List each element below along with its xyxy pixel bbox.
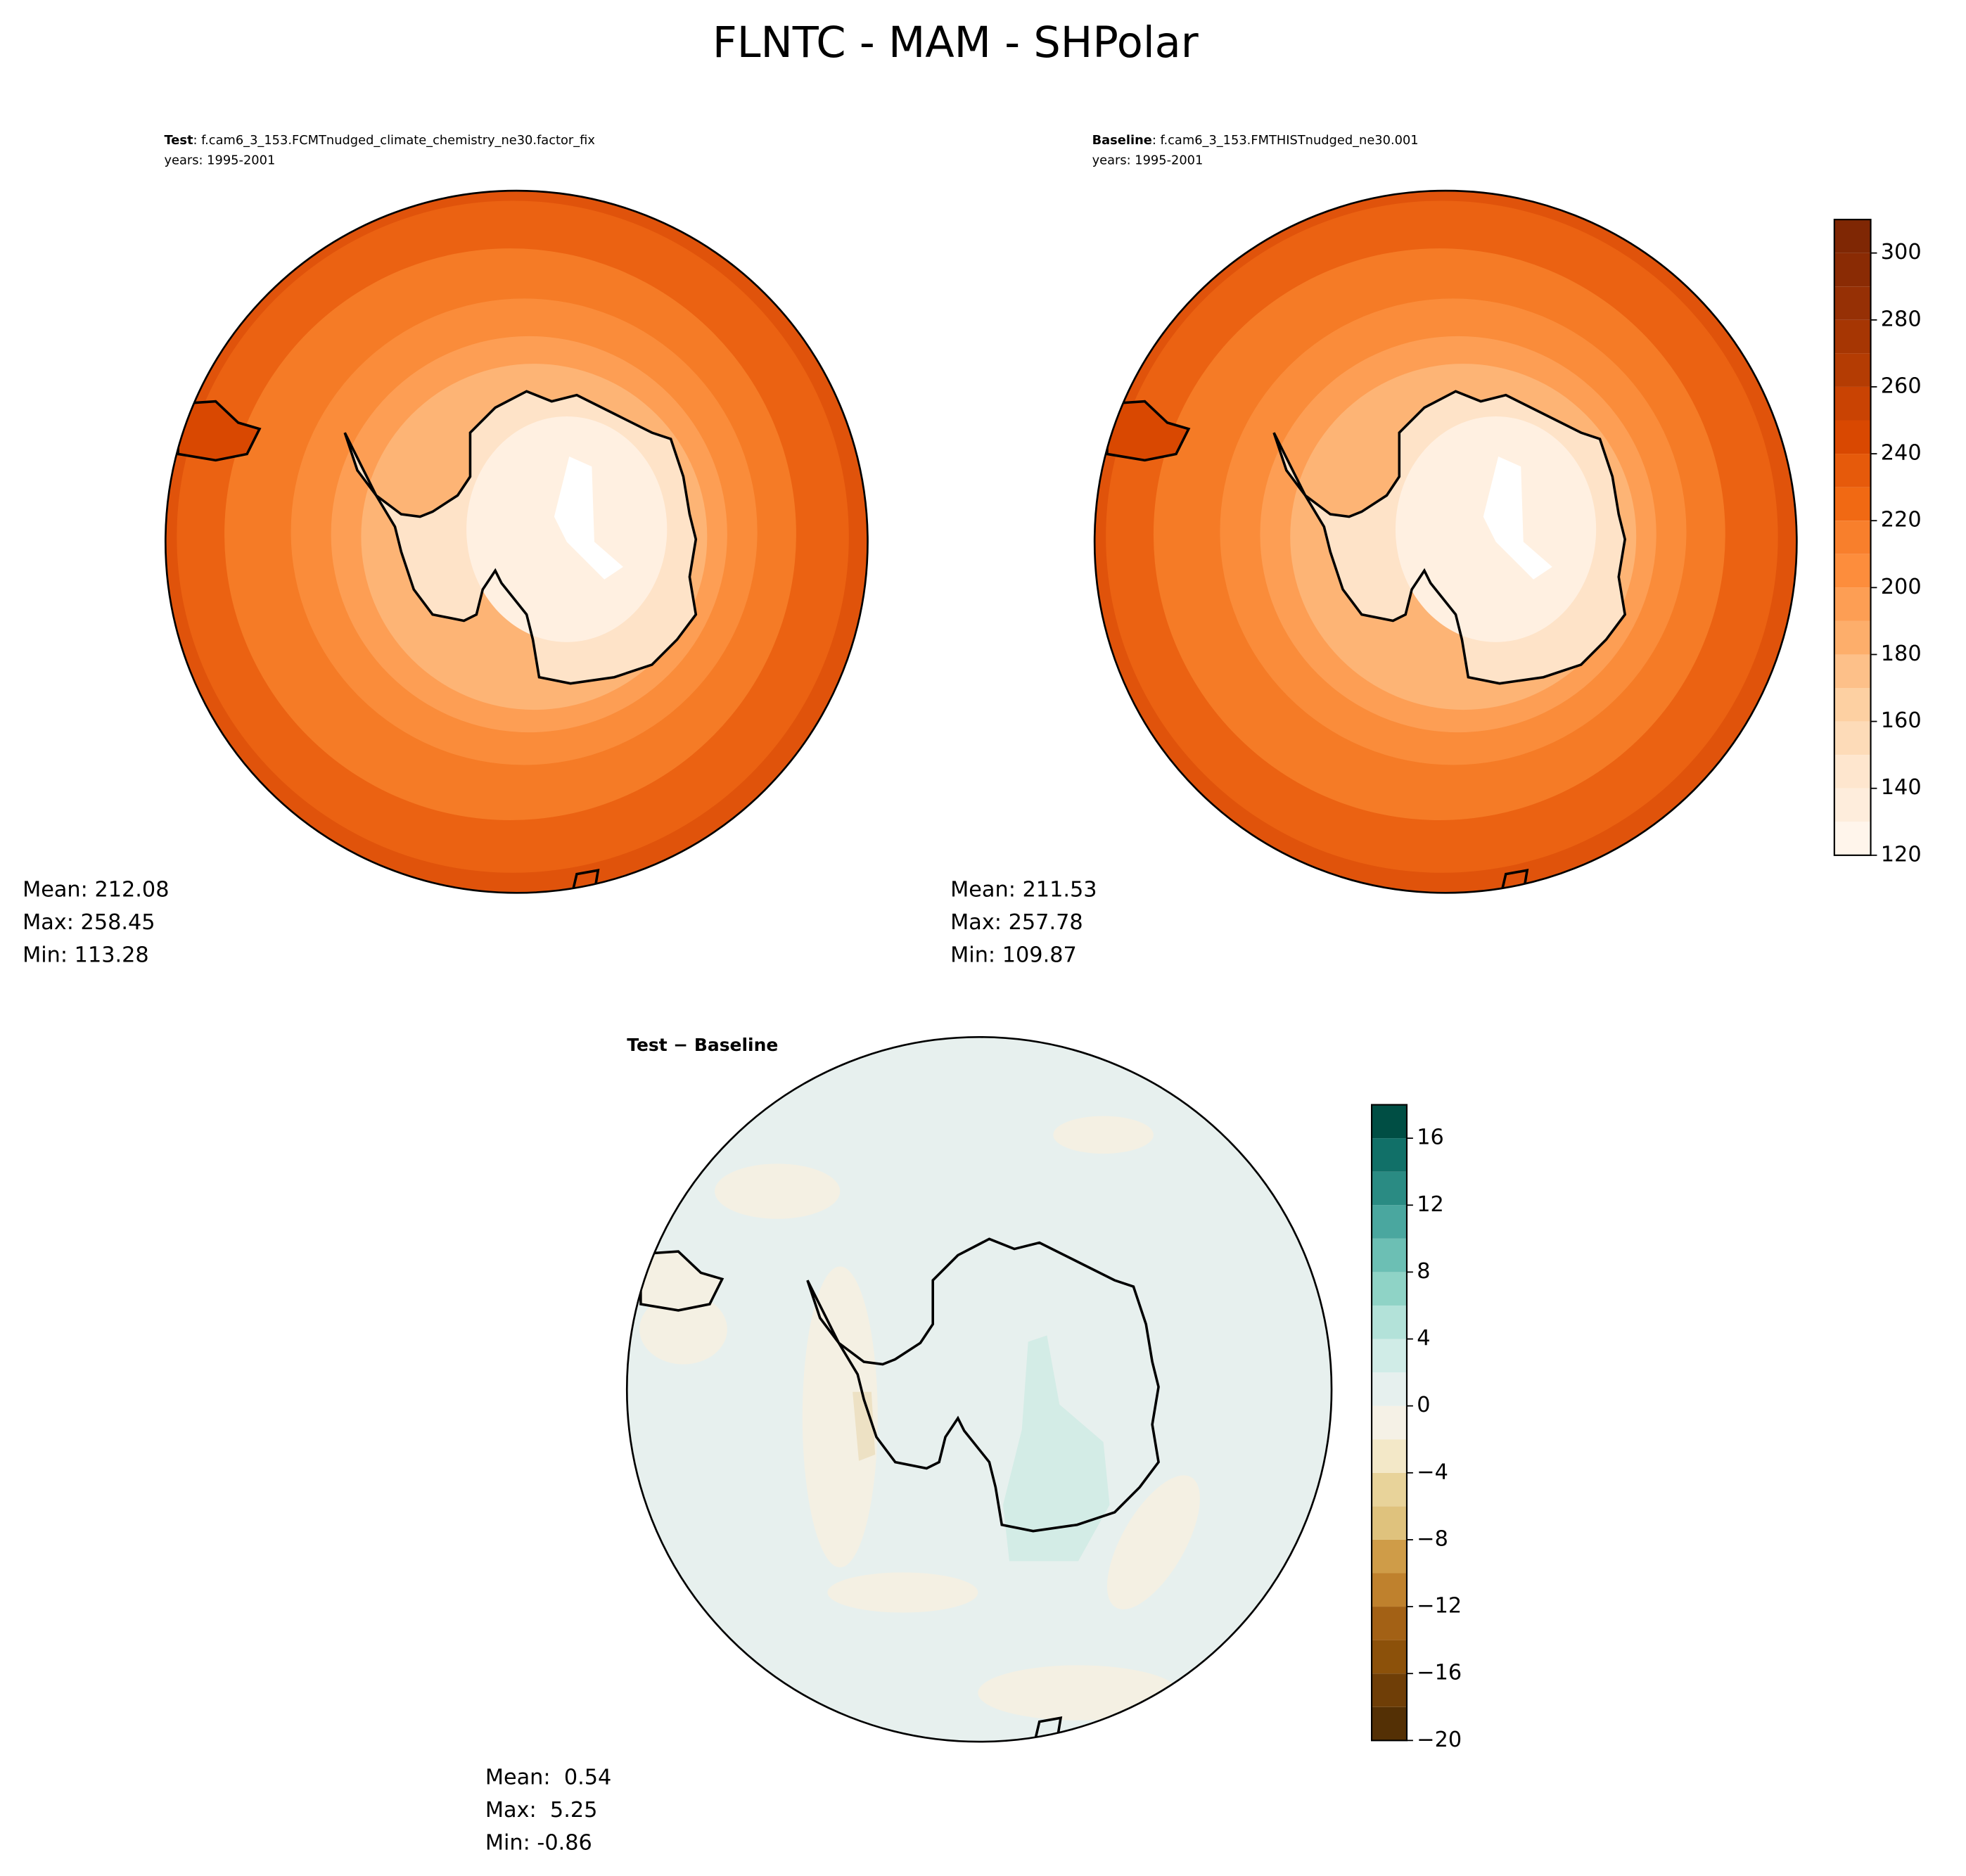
colorbar-band	[1834, 286, 1871, 320]
colorbar-tick-label: 0	[1417, 1393, 1430, 1417]
colorbar-band	[1372, 1138, 1407, 1172]
colorbar-band	[1834, 319, 1871, 354]
colorbar-band	[1834, 487, 1871, 521]
colorbar-band	[1372, 1472, 1407, 1507]
colorbar-band	[1834, 353, 1871, 387]
colorbar-band	[1372, 1305, 1407, 1339]
map-border	[1093, 189, 1798, 894]
stat: Max: 5.25	[485, 1798, 598, 1823]
colorbar-band	[1372, 1640, 1407, 1674]
colorbar-tick-label: 12	[1417, 1192, 1444, 1217]
colorbar-tick-label: 200	[1881, 575, 1922, 599]
colorbar-band	[1372, 1539, 1407, 1574]
panel-label: Test: f.cam6_3_153.FCMTnudged_climate_ch…	[165, 133, 595, 148]
colorbar-band	[1834, 420, 1871, 454]
colorbar-tick-label: −20	[1417, 1728, 1462, 1752]
map-border	[164, 189, 869, 894]
stat: Max: 258.45	[23, 910, 155, 935]
colorbar-band	[1834, 521, 1871, 554]
colorbar-band	[1372, 1706, 1407, 1741]
colorbar-frame	[1833, 219, 1872, 856]
years: years: 1995-2001	[1092, 153, 1204, 168]
colorbar-band	[1372, 1171, 1407, 1206]
panel-name: Test	[165, 133, 193, 148]
stat: Mean: 0.54	[485, 1766, 611, 1790]
colorbar-band	[1834, 721, 1871, 755]
colorbar-tick-label: 300	[1881, 240, 1922, 264]
colorbar-band	[1372, 1405, 1407, 1440]
colorbar-tick-label: −16	[1417, 1661, 1462, 1685]
colorbar-band	[1372, 1439, 1407, 1473]
colorbar-tick-label: 16	[1417, 1125, 1444, 1150]
years: years: 1995-2001	[165, 153, 276, 168]
map	[627, 1037, 1332, 1742]
colorbar-band	[1834, 587, 1871, 621]
colorbar-tick-label: −4	[1417, 1460, 1448, 1484]
colorbar-tick-label: 280	[1881, 307, 1922, 331]
colorbar-tick-label: 160	[1881, 708, 1922, 733]
colorbar-tick-label: 260	[1881, 374, 1922, 398]
colorbar-band	[1372, 1238, 1407, 1272]
colorbar-band	[1834, 688, 1871, 722]
colorbar-band	[1834, 654, 1871, 689]
case-name: : f.cam6_3_153.FCMTnudged_climate_chemis…	[193, 133, 594, 148]
panel-label: Test − Baseline	[627, 1035, 778, 1055]
colorbar-band	[1834, 219, 1871, 253]
colorbar-band	[1834, 454, 1871, 487]
colorbar-band	[1372, 1506, 1407, 1540]
stat: Mean: 211.53	[950, 878, 1097, 902]
colorbar-tick-label: 140	[1881, 775, 1922, 800]
colorbar-band	[1834, 755, 1871, 789]
colorbar-band	[1834, 620, 1871, 655]
case-name: : f.cam6_3_153.FMTHISTnudged_ne30.001	[1152, 133, 1419, 148]
colorbar-band	[1372, 1607, 1407, 1640]
colorbar-tick-label: 8	[1417, 1259, 1430, 1284]
colorbar-frame	[1371, 1104, 1408, 1742]
colorbar-band	[1834, 386, 1871, 421]
colorbar-band	[1372, 1272, 1407, 1306]
stat: Mean: 212.08	[23, 878, 169, 902]
map-border	[625, 1035, 1333, 1743]
colorbar-tick-label: 120	[1881, 842, 1922, 867]
colorbar-band	[1834, 554, 1871, 588]
colorbar-band	[1372, 1372, 1407, 1406]
colorbar-band	[1372, 1205, 1407, 1239]
colorbar-tick-label: −8	[1417, 1526, 1448, 1551]
colorbar-tick-label: 180	[1881, 642, 1922, 666]
colorbar-band	[1834, 253, 1871, 287]
map	[153, 178, 880, 905]
colorbar-band	[1834, 822, 1871, 855]
stat: Max: 257.78	[950, 910, 1083, 935]
panel-label: Baseline: f.cam6_3_153.FMTHISTnudged_ne3…	[1092, 133, 1419, 148]
colorbar-tick-label: −12	[1417, 1594, 1462, 1619]
colorbar-band	[1372, 1339, 1407, 1373]
colorbar-tick-label: 220	[1881, 508, 1922, 532]
colorbar-band	[1372, 1573, 1407, 1607]
colorbar-band	[1372, 1104, 1407, 1139]
colorbar-band	[1372, 1673, 1407, 1707]
figure-title: FLNTC - MAM - SHPolar	[713, 18, 1199, 68]
colorbar-band	[1834, 788, 1871, 822]
map	[1082, 178, 1809, 905]
colorbar-tick-label: 240	[1881, 441, 1922, 466]
stat: Min: -0.86	[485, 1830, 592, 1855]
colorbar-tick-label: 4	[1417, 1326, 1430, 1351]
panel-name: Baseline	[1092, 133, 1152, 148]
stat: Min: 109.87	[950, 943, 1077, 967]
stat: Min: 113.28	[23, 943, 149, 967]
